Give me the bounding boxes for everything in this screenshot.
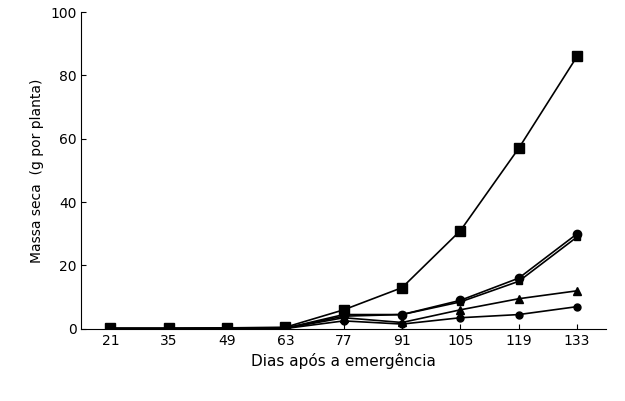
Total — [573, 54, 581, 59]
Folha — [515, 279, 522, 284]
Inflorescencia — [107, 326, 114, 331]
Colmo — [398, 312, 406, 317]
Raiz — [282, 326, 289, 331]
Colmo — [515, 276, 522, 281]
Total — [457, 228, 464, 233]
Inflorescencia — [515, 312, 522, 317]
Folha — [340, 314, 348, 318]
Raiz — [340, 315, 348, 320]
Total — [223, 326, 231, 330]
Total — [282, 325, 289, 330]
Inflorescencia — [573, 304, 581, 309]
Line: Colmo: Colmo — [106, 230, 581, 333]
Folha — [165, 326, 172, 331]
Inflorescencia — [398, 322, 406, 326]
Folha — [107, 326, 114, 331]
Total — [398, 285, 406, 290]
Raiz — [398, 320, 406, 325]
Raiz — [573, 288, 581, 293]
Inflorescencia — [340, 318, 348, 323]
Raiz — [165, 326, 172, 331]
Total — [340, 308, 348, 312]
Folha — [223, 326, 231, 331]
Total — [107, 326, 114, 330]
Raiz — [107, 326, 114, 331]
Colmo — [107, 326, 114, 331]
Raiz — [223, 326, 231, 331]
Inflorescencia — [457, 315, 464, 320]
Raiz — [515, 296, 522, 301]
Colmo — [223, 326, 231, 331]
Inflorescencia — [282, 326, 289, 331]
Folha — [282, 326, 289, 330]
Line: Total: Total — [106, 51, 582, 333]
Total — [515, 146, 522, 151]
Folha — [398, 312, 406, 317]
Raiz — [457, 308, 464, 312]
X-axis label: Dias após a emergência: Dias após a emergência — [251, 353, 436, 369]
Folha — [573, 235, 581, 239]
Colmo — [573, 231, 581, 236]
Line: Folha: Folha — [107, 233, 581, 332]
Y-axis label: Massa seca  (g por planta): Massa seca (g por planta) — [31, 78, 44, 263]
Folha — [457, 300, 464, 304]
Inflorescencia — [223, 326, 231, 331]
Line: Inflorescencia: Inflorescencia — [107, 303, 581, 332]
Colmo — [165, 326, 172, 331]
Colmo — [282, 326, 289, 330]
Line: Raiz: Raiz — [106, 287, 581, 333]
Total — [165, 326, 172, 330]
Colmo — [340, 312, 348, 317]
Colmo — [457, 298, 464, 303]
Inflorescencia — [165, 326, 172, 331]
